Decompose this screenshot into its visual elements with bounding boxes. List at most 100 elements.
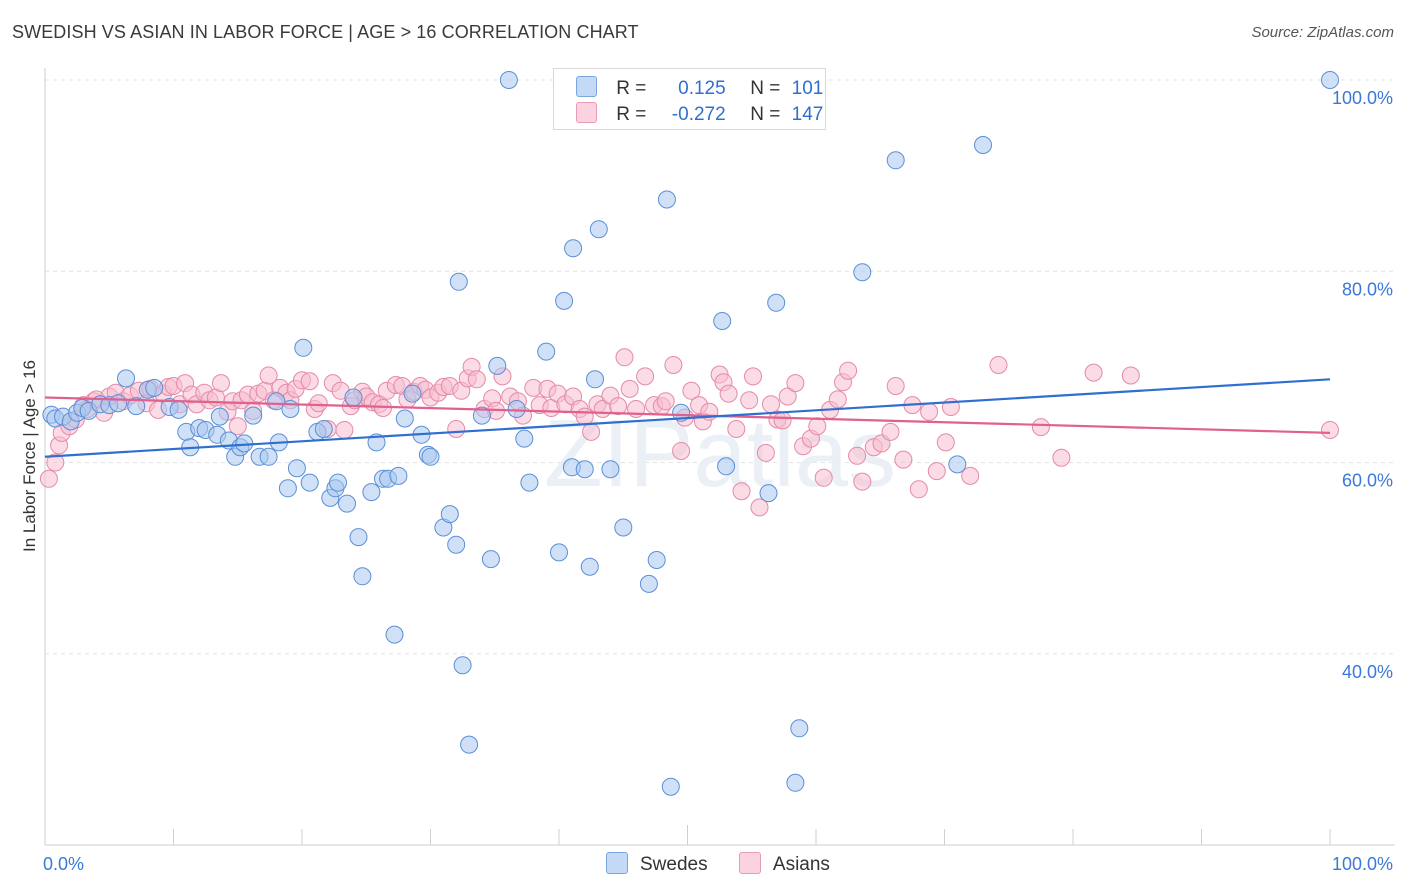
legend-item-swedes[interactable]: Swedes bbox=[606, 852, 708, 876]
asians-point bbox=[620, 379, 639, 398]
asians-point bbox=[228, 417, 247, 436]
swedes-point bbox=[300, 473, 319, 492]
asians-point bbox=[727, 420, 746, 438]
asians-point bbox=[814, 468, 833, 487]
swedes-point bbox=[367, 433, 386, 452]
swedes-point bbox=[717, 457, 736, 476]
asians-point bbox=[786, 374, 805, 393]
asians-point bbox=[773, 411, 792, 430]
swedes-swatch bbox=[606, 852, 628, 874]
swedes-point bbox=[362, 483, 381, 502]
correlation-legend: R = 0.125 N = 101 R = -0.272 N = 147 bbox=[553, 68, 826, 130]
r-label: R = bbox=[616, 78, 647, 99]
swedes-point bbox=[344, 388, 363, 407]
asians-point bbox=[839, 361, 858, 380]
r-value: -0.272 bbox=[671, 104, 726, 125]
swedes-point bbox=[169, 400, 188, 419]
swedes-point bbox=[759, 484, 778, 503]
legend-row-swedes: R = 0.125 N = 101 bbox=[576, 76, 823, 100]
swedes-point bbox=[447, 535, 466, 554]
trend-lines bbox=[44, 378, 1331, 458]
swedes-point bbox=[440, 505, 459, 524]
swedes-point bbox=[515, 429, 534, 448]
swedes-point bbox=[586, 370, 604, 389]
swedes-point bbox=[537, 342, 556, 361]
n-value: 101 bbox=[791, 78, 824, 99]
swedes-points bbox=[42, 71, 1339, 796]
asians-point bbox=[936, 433, 955, 452]
asians-swatch bbox=[576, 102, 597, 123]
swedes-point bbox=[657, 190, 676, 209]
asians-trend-line bbox=[44, 396, 1331, 434]
swedes-point bbox=[421, 447, 440, 466]
asians-point bbox=[672, 442, 691, 460]
asians-point bbox=[732, 482, 751, 501]
asians-point bbox=[828, 390, 847, 409]
asians-point bbox=[808, 417, 827, 436]
asians-point bbox=[259, 366, 278, 385]
asians-point bbox=[39, 469, 58, 488]
swedes-point bbox=[974, 136, 992, 154]
asians-point bbox=[853, 472, 872, 491]
legend-label-swedes: Swedes bbox=[640, 854, 708, 875]
swedes-swatch bbox=[576, 76, 597, 97]
asians-point bbox=[881, 422, 900, 441]
swedes-point bbox=[460, 735, 479, 754]
swedes-point bbox=[575, 460, 594, 479]
swedes-point bbox=[580, 557, 599, 576]
asians-point bbox=[762, 395, 780, 414]
swedes-point bbox=[287, 459, 306, 478]
swedes-point bbox=[520, 473, 539, 492]
swedes-point bbox=[349, 528, 368, 547]
asians-point bbox=[335, 421, 354, 439]
n-label: N = bbox=[750, 78, 781, 99]
swedes-point bbox=[353, 567, 372, 586]
y-axis-label: In Labor Force | Age > 16 bbox=[20, 360, 39, 552]
swedes-point bbox=[294, 338, 313, 357]
swedes-point bbox=[499, 71, 518, 89]
swedes-point bbox=[589, 220, 608, 239]
swedes-point bbox=[886, 151, 905, 170]
swedes-point bbox=[472, 406, 491, 425]
asians-point bbox=[1321, 421, 1339, 439]
n-value: 147 bbox=[791, 104, 824, 125]
asians-point bbox=[961, 466, 980, 485]
asians-point bbox=[920, 402, 939, 421]
swedes-point bbox=[314, 420, 333, 438]
asians-point bbox=[744, 367, 762, 386]
asians-point bbox=[927, 462, 946, 481]
y-tick-label: 40.0% bbox=[1342, 662, 1393, 682]
swedes-point bbox=[786, 773, 805, 792]
swedes-point bbox=[767, 293, 786, 312]
asians-point bbox=[756, 443, 775, 462]
swedes-point bbox=[550, 543, 568, 562]
swedes-point bbox=[853, 263, 872, 282]
swedes-point bbox=[403, 384, 422, 403]
swedes-point bbox=[210, 407, 229, 426]
swedes-point bbox=[790, 719, 809, 738]
swedes-point bbox=[488, 356, 507, 375]
swedes-trend-line bbox=[44, 378, 1331, 458]
swedes-point bbox=[507, 400, 526, 418]
swedes-point bbox=[329, 473, 347, 492]
asians-point bbox=[609, 397, 628, 416]
swedes-point bbox=[614, 518, 633, 537]
asians-point bbox=[46, 453, 65, 472]
asians-point bbox=[1031, 418, 1050, 437]
asians-point bbox=[1121, 366, 1140, 385]
swedes-point bbox=[661, 777, 680, 796]
legend-row-asians: R = -0.272 N = 147 bbox=[576, 102, 823, 126]
y-tick-label: 100.0% bbox=[1332, 88, 1393, 108]
x-tick-label: 100.0% bbox=[1332, 854, 1393, 874]
asians-point bbox=[1052, 448, 1071, 467]
tick-labels: 40.0% 60.0% 80.0% 100.0% 0.0% 100.0% bbox=[43, 88, 1393, 874]
swedes-point bbox=[1321, 71, 1339, 89]
asians-point bbox=[848, 446, 867, 465]
asians-point bbox=[575, 407, 594, 426]
asians-point bbox=[309, 394, 328, 413]
swedes-point bbox=[117, 369, 135, 388]
legend-item-asians[interactable]: Asians bbox=[738, 852, 830, 876]
asians-point bbox=[664, 356, 683, 374]
r-value: 0.125 bbox=[678, 78, 726, 99]
